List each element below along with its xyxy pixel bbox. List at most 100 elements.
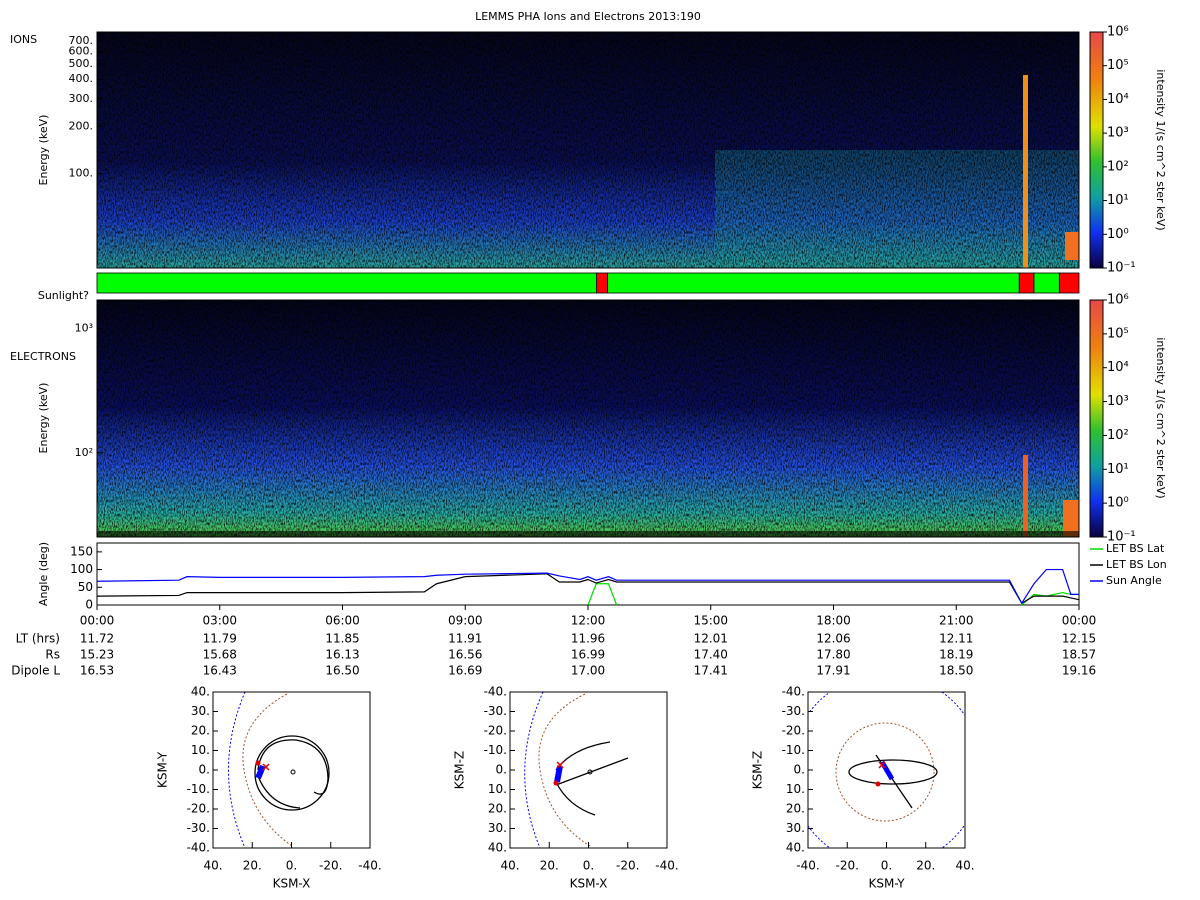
y-tick-label: 100 xyxy=(70,562,93,576)
sunlight-segment xyxy=(1033,272,1060,294)
ephemeris-value: 11.72 xyxy=(80,632,114,646)
frame xyxy=(96,31,1080,269)
y-tick-label: 20. xyxy=(191,724,210,738)
y-axis-label: KSM-Z xyxy=(453,751,467,789)
orbit-2-drawing xyxy=(524,691,629,849)
y-tick-label: 10. xyxy=(488,782,507,796)
angle-line xyxy=(587,583,1079,606)
x-axis-label: KSM-Y xyxy=(868,877,905,891)
x-tick-label: -20. xyxy=(616,859,639,873)
x-tick-label: 12:00 xyxy=(571,614,606,628)
y-tick-label: 0. xyxy=(794,763,805,777)
ephemeris-value: 11.96 xyxy=(571,632,605,646)
x-tick-label: -40. xyxy=(796,859,819,873)
x-tick-label: 21:00 xyxy=(939,614,974,628)
ephemeris-value: 17.80 xyxy=(816,648,850,662)
ephemeris-value: 16.13 xyxy=(325,648,359,662)
y-tick-label: -30. xyxy=(782,704,805,718)
sunlight-segment xyxy=(596,272,609,294)
y-tick-label: -40. xyxy=(782,685,805,699)
y-tick-label: 700. xyxy=(69,34,94,47)
chart-title: LEMMS PHA Ions and Electrons 2013:190 xyxy=(475,10,701,23)
y-tick-label: -10. xyxy=(187,782,210,796)
y-tick-label: 200. xyxy=(69,119,94,132)
ephemeris-label: Dipole L xyxy=(11,664,60,678)
colorbar-tick-label: 10⁰ xyxy=(1107,496,1129,511)
colorbar xyxy=(1089,299,1104,538)
colorbar-tick-label: 10⁰ xyxy=(1107,227,1129,242)
frame xyxy=(96,299,1080,538)
y-tick-label: -20. xyxy=(187,802,210,816)
colorbar-tick-label: 10⁵ xyxy=(1107,58,1129,73)
x-tick-label: 0. xyxy=(583,859,594,873)
y-tick-label: -40. xyxy=(187,841,210,855)
legend-label: LET BS Lat xyxy=(1106,542,1165,555)
x-tick-label: -40. xyxy=(655,859,678,873)
ephemeris-value: 18.19 xyxy=(939,648,973,662)
x-tick-label: 0. xyxy=(286,859,297,873)
x-tick-label: -20. xyxy=(319,859,342,873)
ephemeris-value: 12.06 xyxy=(816,632,850,646)
y-tick-label: -20. xyxy=(484,724,507,738)
colorbar-tick-label: 10² xyxy=(1107,428,1129,443)
x-tick-label: 18:00 xyxy=(816,614,851,628)
y-tick-label: 40. xyxy=(191,685,210,699)
ephemeris-value: 16.99 xyxy=(571,648,605,662)
colorbar-label: intensity 1/(s cm^2 ster keV) xyxy=(1154,69,1167,230)
panel-label: Sunlight? xyxy=(38,289,89,302)
y-tick-label: -30. xyxy=(484,704,507,718)
ephemeris-label: Rs xyxy=(45,648,60,662)
colorbar-tick-label: 10⁶ xyxy=(1107,293,1129,308)
ion-spectrogram xyxy=(97,32,1079,268)
y-tick-label: 10. xyxy=(191,743,210,757)
legend-label: Sun Angle xyxy=(1106,574,1162,587)
colorbar-tick-label: 10² xyxy=(1107,159,1129,174)
y-tick-label: 30. xyxy=(488,821,507,835)
x-tick-label: 03:00 xyxy=(202,614,237,628)
x-tick-label: 40. xyxy=(203,859,222,873)
y-axis-label: KSM-Z xyxy=(751,751,765,789)
colorbar-tick-label: 10⁴ xyxy=(1107,92,1129,107)
ephemeris-label: LT (hrs) xyxy=(16,632,60,646)
ephemeris-value: 12.15 xyxy=(1062,632,1096,646)
x-tick-label: 20. xyxy=(540,859,559,873)
y-tick-label: -20. xyxy=(782,724,805,738)
y-tick-label: 100. xyxy=(69,167,94,180)
angle-line xyxy=(96,568,1079,605)
x-tick-label: 40. xyxy=(955,859,974,873)
colorbar-tick-label: 10⁶ xyxy=(1107,25,1129,40)
y-tick-label: 10² xyxy=(75,446,93,459)
ephemeris-value: 16.43 xyxy=(203,664,237,678)
orbit-1-drawing xyxy=(228,691,330,849)
ephemeris-value: 16.50 xyxy=(325,664,359,678)
panel-label: ELECTRONS xyxy=(10,350,76,363)
y-tick-label: 10. xyxy=(786,782,805,796)
x-tick-label: 20. xyxy=(916,859,935,873)
ephemeris-value: 18.57 xyxy=(1062,648,1096,662)
y-tick-label: 400. xyxy=(69,72,94,85)
frame xyxy=(96,542,1080,606)
y-tick-label: 40. xyxy=(786,841,805,855)
y-tick-label: 600. xyxy=(69,45,94,58)
x-tick-label: 20. xyxy=(243,859,262,873)
ephemeris-value: 11.85 xyxy=(325,632,359,646)
y-tick-label: 500. xyxy=(69,57,94,70)
colorbar-tick-label: 10¹ xyxy=(1107,193,1129,208)
ephemeris-value: 16.53 xyxy=(80,664,114,678)
y-tick-label: -30. xyxy=(187,821,210,835)
ephemeris-value: 15.68 xyxy=(203,648,237,662)
x-axis-label: KSM-X xyxy=(570,877,608,891)
y-tick-label: 0 xyxy=(85,598,93,612)
y-tick-label: 50 xyxy=(78,580,93,594)
x-tick-label: -40. xyxy=(358,859,381,873)
y-tick-label: 10³ xyxy=(75,322,93,335)
ephemeris-value: 15.23 xyxy=(80,648,114,662)
y-axis-label: Energy (keV) xyxy=(37,115,50,186)
panel-label: IONS xyxy=(10,33,37,46)
y-tick-label: 150 xyxy=(70,544,93,558)
y-tick-label: 30. xyxy=(191,704,210,718)
y-tick-label: -10. xyxy=(782,743,805,757)
y-tick-label: 20. xyxy=(488,802,507,816)
sunlight-segment xyxy=(607,272,1020,294)
y-tick-label: -10. xyxy=(484,743,507,757)
